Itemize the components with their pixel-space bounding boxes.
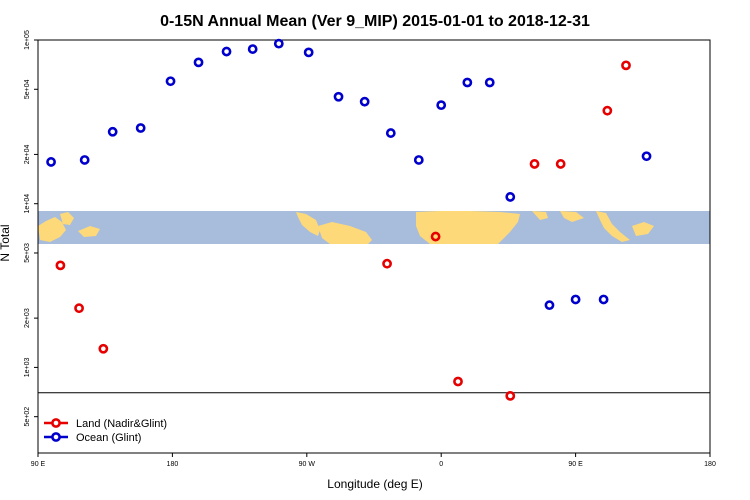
- legend-label: Land (Nadir&Glint): [76, 418, 167, 430]
- world-map-band: [38, 211, 710, 244]
- ocean-point: [436, 100, 447, 111]
- y-tick-label: 2e+04: [24, 144, 31, 164]
- map-land-se-asia-west: [38, 217, 66, 242]
- ocean-point: [107, 126, 118, 137]
- y-tick-label: 1e+04: [24, 194, 31, 214]
- land-point: [621, 60, 631, 71]
- y-axis: 5e+02 1e+03 2e+03 5e+03 1e+04 2e+04 5e+04 1e+05: [24, 30, 38, 427]
- ocean-point: [303, 47, 314, 58]
- x-axis: 90 E 180 90 W 0 90 E 180: [31, 453, 716, 468]
- land-point: [74, 303, 84, 314]
- legend-label: Ocean (Glint): [76, 432, 141, 444]
- ocean-point: [165, 76, 176, 87]
- land-point: [430, 231, 441, 242]
- y-axis-label: N Total: [0, 224, 12, 261]
- legend: Land (Nadir&Glint) Ocean (Glint): [44, 418, 167, 444]
- x-tick-label: 180: [167, 461, 179, 468]
- series-land: [55, 60, 631, 401]
- ocean-point: [359, 96, 370, 107]
- x-tick-label: 90 W: [299, 461, 316, 468]
- map-land-africa: [416, 211, 520, 244]
- ocean-point: [221, 46, 232, 57]
- land-point: [55, 260, 66, 271]
- ocean-point: [273, 38, 284, 49]
- ocean-point: [570, 294, 581, 305]
- map-land-india: [560, 211, 584, 222]
- ocean-point: [135, 123, 146, 133]
- land-point: [555, 159, 566, 169]
- ocean-point: [641, 151, 652, 162]
- ocean-point: [333, 91, 344, 102]
- ocean-point: [79, 155, 90, 165]
- map-land-arabia: [532, 211, 548, 220]
- data-points: [46, 38, 652, 401]
- x-tick-label: 90 E: [31, 461, 46, 468]
- x-tick-label: 0: [439, 461, 443, 468]
- y-tick-label: 5e+04: [24, 79, 31, 99]
- ocean-point: [544, 300, 555, 311]
- land-point: [602, 105, 613, 116]
- map-ocean: [38, 211, 710, 244]
- ocean-point: [46, 157, 56, 167]
- map-land-south-america: [318, 222, 372, 244]
- map-land-indochina: [596, 211, 630, 242]
- land-point: [453, 376, 463, 387]
- land-point: [98, 343, 109, 354]
- ocean-point: [505, 192, 516, 202]
- x-axis-label: Longitude (deg E): [327, 477, 422, 491]
- legend-marker: [51, 418, 61, 428]
- ocean-point: [598, 294, 609, 305]
- ocean-point: [413, 155, 424, 165]
- map-land-indonesia: [632, 222, 654, 236]
- series-ocean: [46, 38, 652, 311]
- legend-marker: [51, 432, 61, 442]
- map-land-new-guinea: [78, 226, 100, 237]
- x-tick-label: 180: [704, 461, 716, 468]
- map-land-borneo: [60, 212, 74, 225]
- y-tick-label: 2e+03: [24, 308, 31, 328]
- map-land-central-america: [296, 212, 320, 236]
- y-tick-label: 1e+03: [24, 357, 31, 377]
- chart-title: 0-15N Annual Mean (Ver 9_MIP) 2015-01-01…: [160, 13, 590, 30]
- land-point: [382, 258, 392, 269]
- plot-frame: [37, 39, 711, 454]
- y-tick-label: 5e+03: [24, 243, 31, 263]
- y-tick-label: 5e+02: [24, 407, 31, 427]
- land-point: [529, 159, 540, 169]
- land-point: [505, 390, 516, 401]
- ocean-point: [247, 44, 258, 54]
- ocean-point: [193, 57, 204, 68]
- ocean-point: [385, 128, 396, 138]
- y-tick-label: 1e+05: [24, 30, 31, 50]
- x-tick-label: 90 E: [568, 461, 583, 468]
- ocean-point: [462, 77, 473, 88]
- ocean-point: [484, 77, 495, 88]
